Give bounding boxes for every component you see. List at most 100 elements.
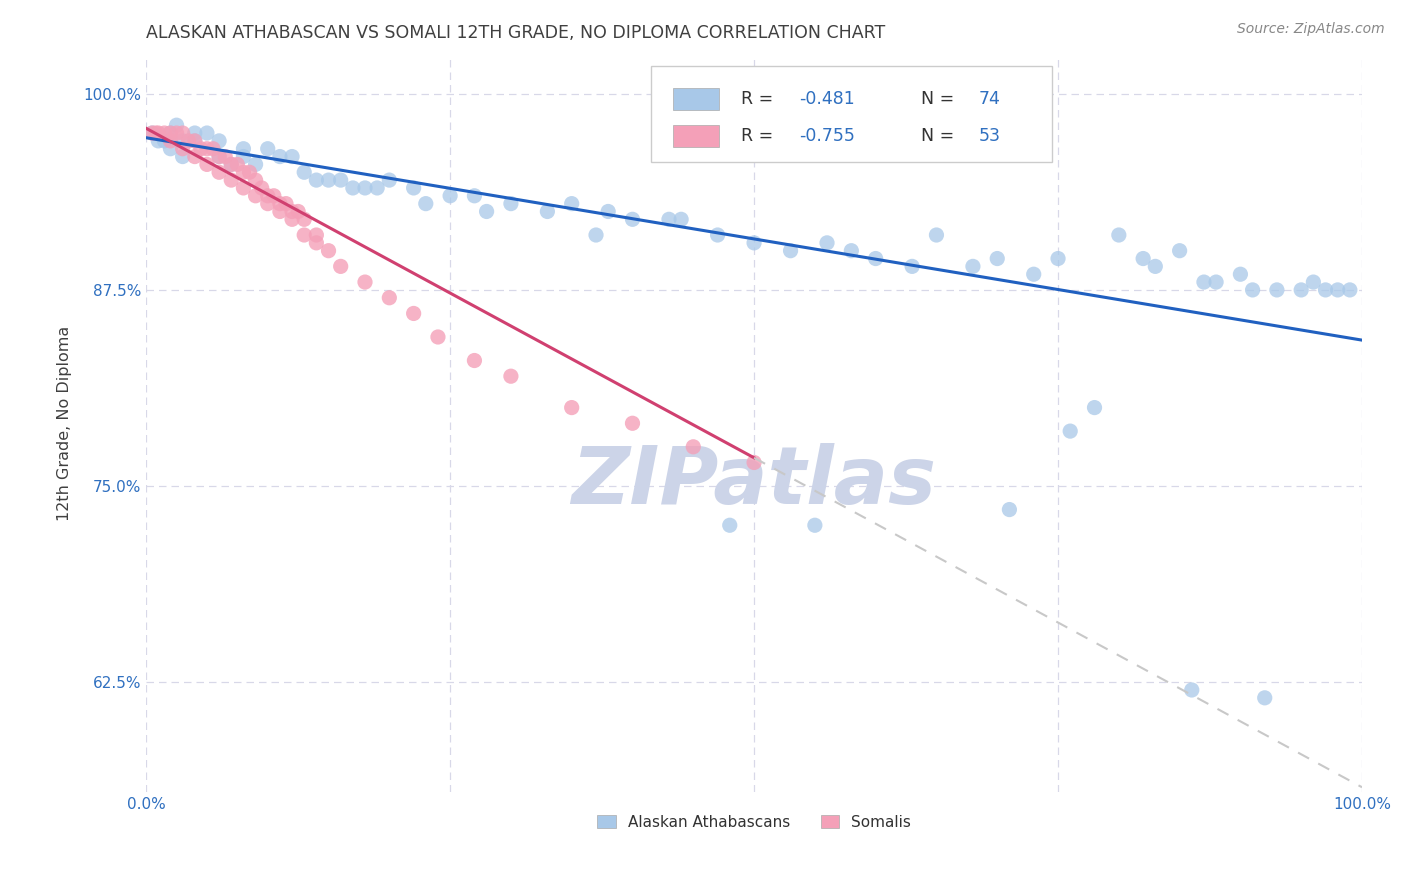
Point: [561, 196, 583, 211]
Point: [986, 252, 1008, 266]
Point: [159, 126, 181, 140]
Point: [463, 353, 485, 368]
Point: [172, 150, 194, 164]
Point: [148, 134, 170, 148]
Point: [354, 275, 377, 289]
Point: [815, 235, 838, 250]
Point: [475, 204, 498, 219]
Point: [232, 142, 254, 156]
Legend: Alaskan Athabascans, Somalis: Alaskan Athabascans, Somalis: [591, 809, 917, 836]
Point: [292, 212, 315, 227]
Point: [439, 188, 461, 202]
Point: [669, 212, 692, 227]
FancyBboxPatch shape: [672, 87, 718, 110]
Text: -0.755: -0.755: [799, 127, 855, 145]
Point: [378, 173, 401, 187]
Point: [585, 227, 607, 242]
Text: ALASKAN ATHABASCAN VS SOMALI 12TH GRADE, NO DIPLOMA CORRELATION CHART: ALASKAN ATHABASCAN VS SOMALI 12TH GRADE,…: [146, 24, 886, 42]
Point: [463, 188, 485, 202]
Point: [269, 204, 291, 219]
Point: [256, 142, 278, 156]
Point: [281, 150, 304, 164]
Point: [1144, 260, 1167, 274]
Point: [925, 227, 948, 242]
Point: [1289, 283, 1312, 297]
Point: [1326, 283, 1348, 297]
Point: [1108, 227, 1130, 242]
Point: [195, 142, 218, 156]
Point: [141, 126, 163, 140]
Point: [177, 134, 200, 148]
Point: [190, 142, 212, 156]
Point: [184, 134, 207, 148]
Text: 74: 74: [979, 90, 1001, 108]
Point: [1192, 275, 1215, 289]
Point: [499, 369, 522, 384]
Point: [901, 260, 924, 274]
Point: [621, 417, 644, 431]
Point: [274, 196, 297, 211]
Text: N =: N =: [921, 127, 959, 145]
Point: [232, 150, 254, 164]
Text: 53: 53: [979, 127, 1001, 145]
FancyBboxPatch shape: [651, 66, 1052, 161]
Point: [172, 134, 194, 148]
Point: [1181, 683, 1204, 698]
Text: Source: ZipAtlas.com: Source: ZipAtlas.com: [1237, 22, 1385, 37]
Point: [195, 126, 218, 140]
Point: [245, 157, 267, 171]
Point: [1205, 275, 1227, 289]
Point: [166, 118, 188, 132]
Point: [1241, 283, 1264, 297]
Point: [208, 134, 231, 148]
Point: [305, 235, 328, 250]
Point: [1315, 283, 1337, 297]
Point: [598, 204, 620, 219]
Point: [141, 126, 163, 140]
Point: [148, 126, 170, 140]
Point: [269, 150, 291, 164]
Point: [621, 212, 644, 227]
Point: [841, 244, 863, 258]
Point: [1254, 690, 1277, 705]
Point: [250, 181, 273, 195]
Point: [1059, 424, 1081, 438]
Point: [195, 157, 218, 171]
Point: [402, 181, 425, 195]
Point: [232, 165, 254, 179]
Point: [366, 181, 388, 195]
Point: [1132, 252, 1154, 266]
FancyBboxPatch shape: [672, 125, 718, 147]
Point: [865, 252, 887, 266]
Point: [159, 142, 181, 156]
Point: [329, 173, 352, 187]
Point: [1168, 244, 1191, 258]
Point: [184, 150, 207, 164]
Point: [292, 227, 315, 242]
Point: [159, 134, 181, 148]
Point: [166, 126, 188, 140]
Point: [184, 134, 207, 148]
Point: [214, 150, 236, 164]
Point: [219, 157, 242, 171]
Point: [232, 181, 254, 195]
Point: [402, 306, 425, 320]
Point: [1022, 267, 1045, 281]
Point: [305, 227, 328, 242]
Point: [742, 455, 765, 469]
Point: [269, 196, 291, 211]
Point: [172, 126, 194, 140]
Point: [354, 181, 377, 195]
Point: [804, 518, 827, 533]
Point: [159, 126, 181, 140]
Point: [718, 518, 741, 533]
Point: [219, 157, 242, 171]
Point: [208, 150, 231, 164]
Point: [245, 188, 267, 202]
Point: [1083, 401, 1105, 415]
Point: [245, 173, 267, 187]
Point: [742, 235, 765, 250]
Point: [184, 126, 207, 140]
Point: [1265, 283, 1288, 297]
Point: [561, 401, 583, 415]
